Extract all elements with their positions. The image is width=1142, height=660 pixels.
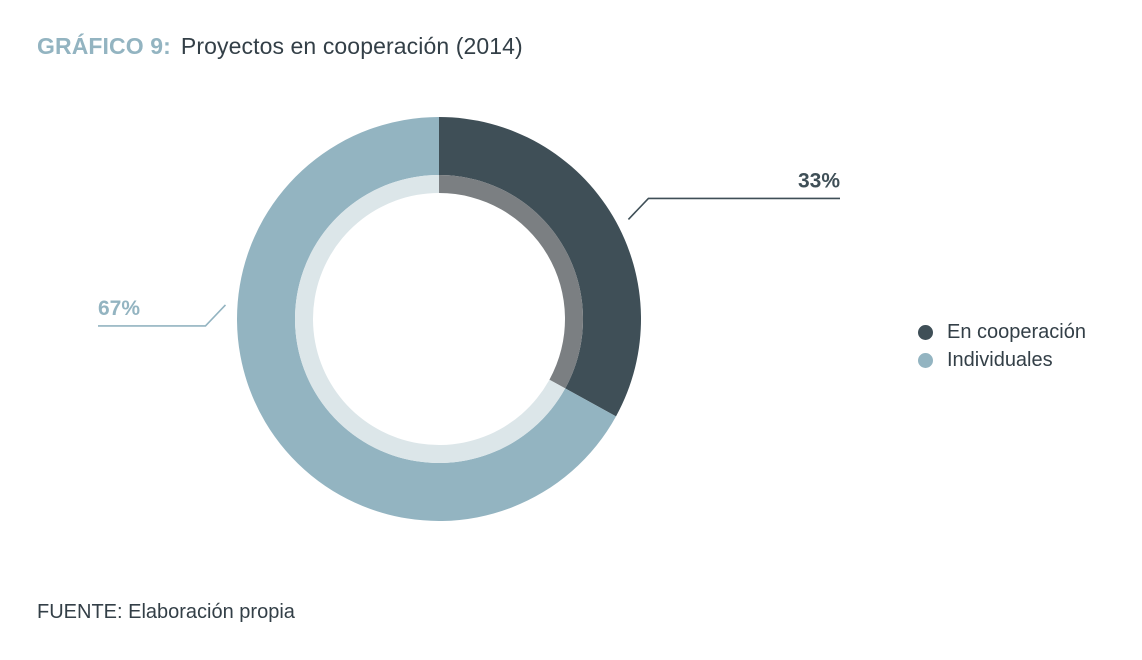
legend-item-individuales: Individuales (918, 346, 1086, 374)
chart-title-text: Proyectos en cooperación (2014) (180, 33, 523, 59)
callout-line-individuales (98, 304, 227, 327)
legend-label-en-cooperacion: En cooperación (947, 320, 1086, 343)
legend-swatch-individuales (918, 352, 933, 368)
legend-item-en-cooperacion: En cooperación (918, 318, 1086, 346)
legend: En cooperación Individuales (918, 318, 1086, 374)
data-label-en-cooperacion: 33% (798, 169, 840, 192)
legend-label-individuales: Individuales (947, 348, 1053, 371)
inner-ring-en-cooperacion (439, 175, 583, 389)
slice-en-cooperacion (439, 117, 641, 417)
source-note: FUENTE: Elaboración propia (37, 601, 295, 623)
callout-line-en-cooperacion (627, 197, 840, 220)
data-label-individuales: 67% (98, 297, 140, 320)
legend-swatch-en-cooperacion (918, 324, 933, 340)
chart-title: GRÁFICO 9: Proyectos en cooperación (2014… (37, 33, 523, 60)
chart-number: GRÁFICO 9: (37, 33, 171, 59)
slice-individuales (237, 117, 617, 521)
